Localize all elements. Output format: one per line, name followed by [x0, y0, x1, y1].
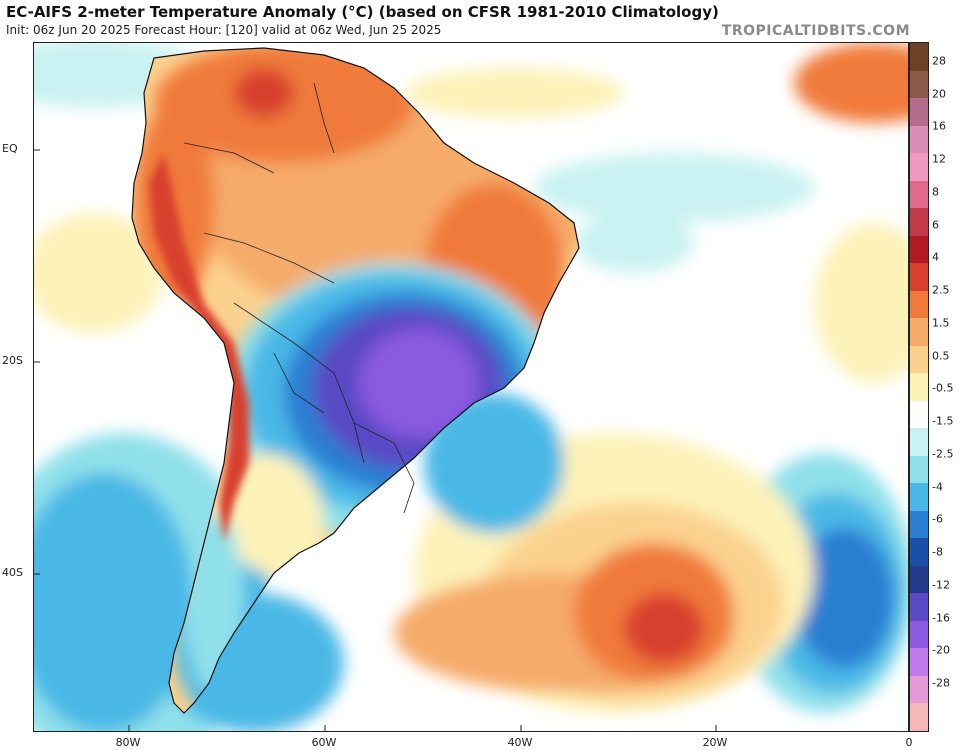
colorbar-label: 1.5 — [932, 316, 950, 330]
lon-label-0: 0 — [905, 736, 913, 749]
colorbar-segment — [910, 263, 928, 292]
colorbar-segment — [910, 290, 928, 319]
colorbar-segment — [910, 593, 928, 622]
colorbar-label: -20 — [932, 643, 950, 657]
colorbar-label: 2.5 — [932, 283, 950, 297]
lon-label-40w: 40W — [507, 736, 533, 749]
colorbar-label: 16 — [932, 119, 946, 133]
colorbar-label: -6 — [932, 512, 943, 526]
colorbar-segment — [910, 345, 928, 374]
anomaly-map — [33, 42, 909, 732]
chart-subtitle: Init: 06z Jun 20 2025 Forecast Hour: [12… — [6, 23, 442, 37]
colorbar-segment — [910, 455, 928, 484]
colorbar-segment — [910, 565, 928, 594]
colorbar-segment — [910, 180, 928, 209]
colorbar-label: -16 — [932, 611, 950, 625]
colorbar-label: -4 — [932, 480, 943, 494]
chart-title: EC-AIFS 2-meter Temperature Anomaly (°C)… — [6, 3, 719, 21]
colorbar-label: -1.5 — [932, 414, 954, 428]
lon-label-20w: 20W — [702, 736, 728, 749]
colorbar-segment — [910, 675, 928, 704]
lat-label-40s: 40S — [2, 566, 23, 579]
colorbar-label: -0.5 — [932, 381, 954, 395]
lon-label-60w: 60W — [311, 736, 337, 749]
colorbar-segment — [910, 400, 928, 429]
colorbar-segment — [910, 510, 928, 539]
colorbar-segment — [910, 98, 928, 127]
colorbar-segment — [910, 43, 928, 72]
colorbar-segment — [910, 153, 928, 182]
colorbar — [909, 42, 929, 732]
colorbar-label: -8 — [932, 545, 943, 559]
colorbar-segment — [910, 373, 928, 402]
colorbar-label: 12 — [932, 152, 946, 166]
colorbar-label: 6 — [932, 218, 939, 232]
colorbar-label: -28 — [932, 676, 950, 690]
colorbar-label: 20 — [932, 87, 946, 101]
colorbar-label: 4 — [932, 250, 939, 264]
map-canvas — [34, 43, 908, 731]
colorbar-segment — [910, 318, 928, 347]
colorbar-segment — [910, 235, 928, 264]
colorbar-segment — [910, 428, 928, 457]
colorbar-label: -12 — [932, 578, 950, 592]
lat-label-20s: 20S — [2, 354, 23, 367]
colorbar-segment — [910, 538, 928, 567]
colorbar-segment — [910, 70, 928, 99]
lat-label-eq: EQ — [2, 142, 18, 155]
watermark: TROPICALTIDBITS.COM — [721, 23, 910, 39]
colorbar-label: 8 — [932, 185, 939, 199]
colorbar-segment — [910, 648, 928, 677]
lon-label-80w: 80W — [115, 736, 141, 749]
colorbar-label: -2.5 — [932, 447, 954, 461]
colorbar-segment — [910, 483, 928, 512]
colorbar-segment — [910, 620, 928, 649]
colorbar-label: 28 — [932, 54, 946, 68]
colorbar-segment — [910, 125, 928, 154]
colorbar-label: 0.5 — [932, 349, 950, 363]
colorbar-segment — [910, 703, 928, 732]
colorbar-segment — [910, 208, 928, 237]
